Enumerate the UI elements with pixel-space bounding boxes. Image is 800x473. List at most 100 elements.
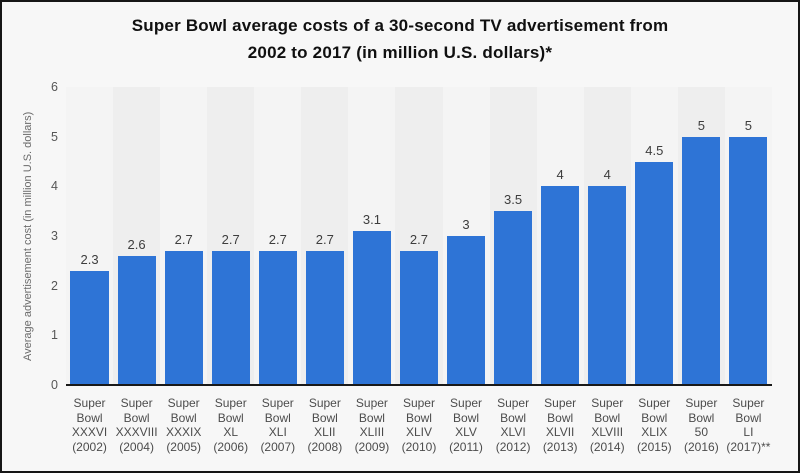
- chart-title-line-1: Super Bowl average costs of a 30-second …: [131, 16, 669, 35]
- x-tick-label-line: XXXVI: [71, 425, 108, 439]
- x-tick-label-line: Bowl: [76, 410, 103, 425]
- chart-title: Super Bowl average costs of a 30-second …: [2, 12, 798, 66]
- y-tick-label: 3: [51, 229, 58, 243]
- bar-value-label: 2.7: [221, 231, 240, 247]
- bar-column: 2.7: [254, 87, 302, 385]
- bar-value-label: 3: [462, 217, 470, 232]
- x-tick-label-line: Bowl: [594, 410, 621, 425]
- x-axis-tick-labels: Super Bowl XXXVI (2002) Super Bowl XXXVIII (200…: [66, 396, 772, 454]
- x-tick-label-line: Bowl: [170, 410, 197, 425]
- x-tick-label: Super Bowl XLIV (2010): [395, 396, 442, 454]
- x-tick-label-line: XLI: [268, 425, 287, 439]
- x-tick-label: Super Bowl XL (2006): [207, 396, 254, 454]
- x-tick-label-line: Bowl: [264, 410, 291, 425]
- x-tick-label-line: 50: [694, 425, 709, 439]
- bar-value-label: 5: [744, 117, 753, 133]
- x-tick-label-line: Super: [308, 396, 341, 410]
- x-tick-label: Super Bowl XLIX (2015): [631, 396, 678, 454]
- bar: [729, 136, 768, 385]
- bar: [70, 270, 109, 385]
- x-tick-label-line: Bowl: [641, 410, 668, 425]
- x-tick-label-line: (2016): [684, 439, 719, 454]
- x-tick-label-line: Super: [167, 396, 200, 410]
- x-tick-label: Super Bowl LI (2017)**: [725, 396, 772, 454]
- x-tick-label-line: XLIX: [641, 425, 668, 439]
- bar-value-label: 2.7: [268, 231, 287, 247]
- x-tick-label-line: Bowl: [453, 410, 480, 425]
- chart-title-line-2: 2002 to 2017 (in million U.S. dollars)*: [247, 43, 553, 62]
- x-tick-label-line: Bowl: [547, 410, 574, 425]
- bar-value-label: 5: [697, 117, 705, 133]
- x-tick-label-line: (2015): [636, 439, 672, 454]
- bar-column: 2.7: [301, 87, 349, 385]
- y-axis-tick-labels: 0 1 2 3 4 5 6: [38, 80, 58, 392]
- y-tick-label: 0: [51, 378, 58, 392]
- x-tick-label-line: (2017)**: [726, 439, 771, 454]
- bar: [352, 231, 391, 385]
- bar-column: 4.5: [630, 87, 678, 385]
- x-tick-label-line: XXXIX: [165, 425, 202, 439]
- x-tick-label-line: XLVII: [545, 425, 575, 439]
- x-tick-label-line: (2013): [542, 439, 578, 454]
- x-tick-label-line: (2006): [213, 439, 249, 454]
- bar-value-label: 4.5: [645, 142, 664, 158]
- x-tick-label: Super Bowl 50 (2016): [678, 396, 725, 454]
- x-tick-label: Super Bowl XLII (2008): [301, 396, 348, 454]
- x-tick-label-line: (2004): [119, 439, 154, 454]
- y-tick-label: 4: [51, 179, 58, 194]
- x-tick-label-line: (2005): [166, 439, 201, 454]
- bar-column: 2.7: [395, 87, 443, 385]
- x-tick-label-line: XLV: [455, 425, 477, 439]
- x-tick-label-line: (2010): [401, 439, 437, 454]
- x-tick-label-line: Super: [120, 396, 153, 410]
- x-tick-label-line: Super: [450, 396, 483, 410]
- x-tick-label-line: Bowl: [123, 410, 150, 425]
- x-tick-label-line: XLVIII: [591, 425, 624, 439]
- bar-value-label: 2.6: [127, 236, 146, 252]
- y-tick-label: 1: [51, 328, 58, 343]
- bar-column: 2.3: [66, 87, 114, 385]
- x-tick-label-line: XLII: [314, 425, 336, 439]
- y-axis-title: Average advertisement cost (in million U…: [22, 111, 34, 361]
- x-tick-label-line: XLIV: [405, 425, 432, 439]
- x-tick-label-line: XXXVIII: [115, 425, 158, 439]
- x-tick-label-line: Super: [685, 396, 718, 410]
- x-tick-label-line: Super: [402, 396, 435, 410]
- x-tick-label-line: (2007): [260, 439, 296, 454]
- bar-column: 4: [536, 87, 584, 385]
- bar: [258, 250, 297, 385]
- bar: [305, 250, 344, 385]
- x-tick-label-line: Bowl: [735, 410, 762, 425]
- x-tick-label-line: Bowl: [358, 410, 385, 425]
- x-tick-label-line: Super: [638, 396, 671, 410]
- y-tick-label: 2: [51, 278, 58, 293]
- bar-column: 4: [583, 87, 631, 385]
- x-tick-label: Super Bowl XLI (2007): [254, 396, 301, 454]
- x-tick-label: Super Bowl XLV (2011): [443, 396, 490, 454]
- x-tick-label: Super Bowl XXXVIII (2004): [113, 396, 160, 454]
- bar-value-label: 2.7: [315, 231, 334, 247]
- x-tick-label: Super Bowl XXXVI (2002): [66, 396, 113, 454]
- bar-column: 2.6: [113, 87, 161, 385]
- x-tick-label-line: Bowl: [500, 410, 527, 425]
- y-tick-label: 5: [51, 129, 58, 144]
- bar-column: 3.5: [489, 87, 537, 385]
- x-tick-label: Super Bowl XLIII (2009): [348, 396, 395, 454]
- bar: [164, 250, 203, 385]
- bar: [588, 186, 627, 385]
- bar: [541, 186, 580, 385]
- x-tick-label-line: (2011): [449, 439, 483, 454]
- bar-column: 3.1: [348, 87, 396, 385]
- x-tick-label-line: Super: [261, 396, 294, 410]
- x-tick-label-line: (2002): [72, 439, 107, 454]
- x-tick-label-line: XLVI: [500, 425, 526, 439]
- x-tick-label-line: Super: [73, 396, 106, 410]
- x-tick-label-line: (2012): [495, 439, 531, 454]
- bar-value-label: 2.7: [174, 231, 193, 247]
- x-tick-label-line: Bowl: [405, 410, 432, 425]
- bar: [635, 161, 674, 385]
- x-tick-label: Super Bowl XLVII (2013): [537, 396, 584, 454]
- x-tick-label: Super Bowl XLVIII (2014): [584, 396, 631, 454]
- x-tick-label-line: Super: [355, 396, 388, 410]
- bar: [399, 250, 439, 385]
